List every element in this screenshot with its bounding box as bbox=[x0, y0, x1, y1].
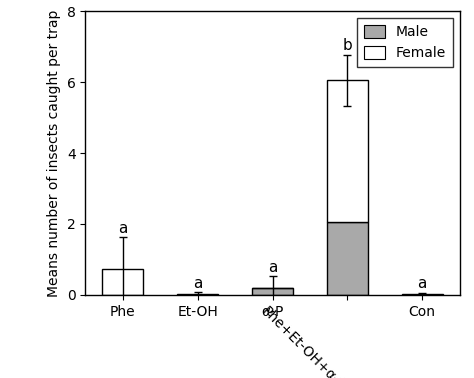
Text: b: b bbox=[343, 38, 352, 53]
Bar bbox=[102, 269, 144, 295]
Text: a: a bbox=[118, 221, 128, 235]
Text: a: a bbox=[268, 260, 277, 275]
Text: a: a bbox=[418, 276, 427, 291]
Bar bbox=[327, 81, 368, 222]
Text: a: a bbox=[193, 276, 202, 291]
Y-axis label: Means number of insects caught per trap: Means number of insects caught per trap bbox=[47, 9, 61, 297]
Bar bbox=[327, 222, 368, 295]
Bar bbox=[252, 288, 293, 295]
Bar bbox=[177, 294, 219, 295]
Legend: Male, Female: Male, Female bbox=[357, 18, 453, 67]
Bar bbox=[401, 294, 443, 295]
